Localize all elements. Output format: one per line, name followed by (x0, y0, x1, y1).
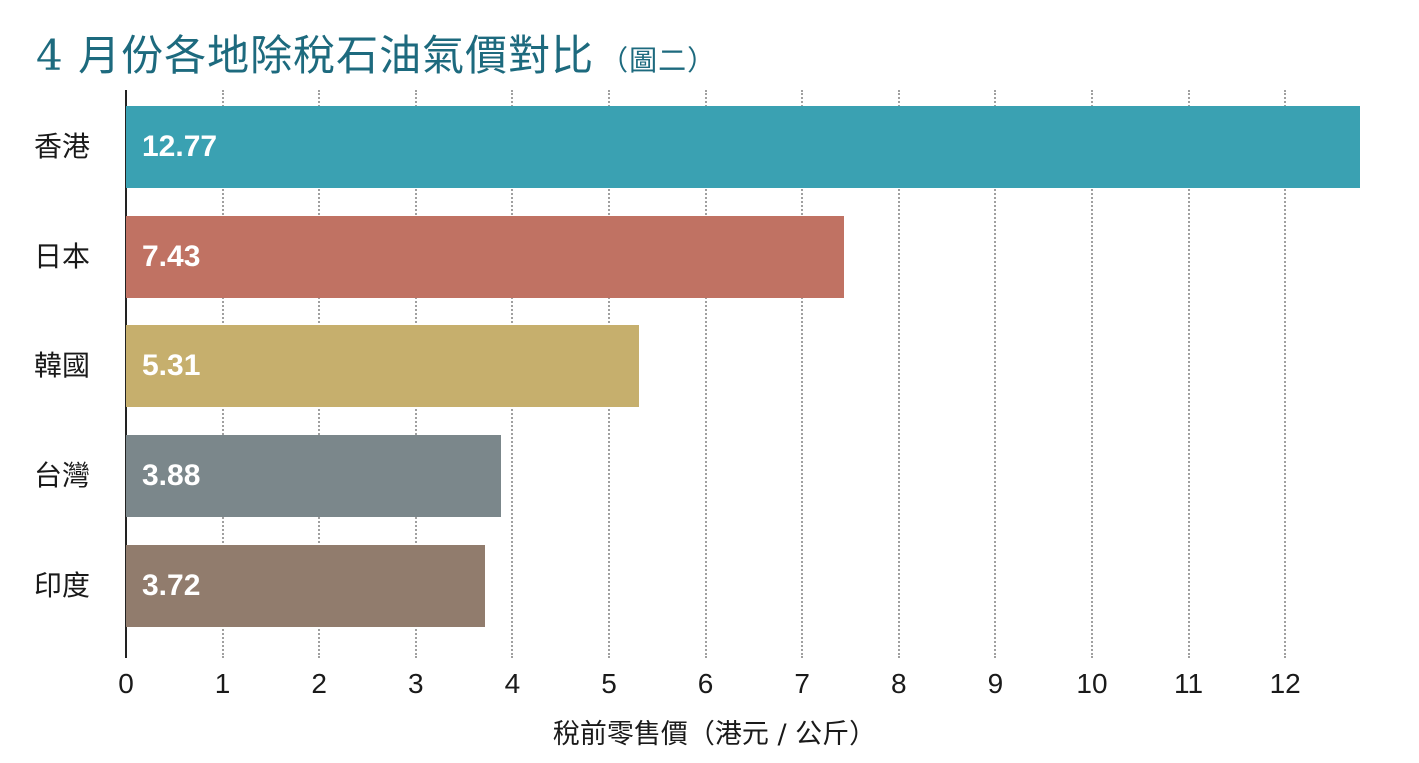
x-tick-label: 10 (1076, 668, 1108, 699)
x-tick-label: 2 (311, 668, 327, 699)
bar-value-label: 3.72 (142, 569, 201, 602)
x-tick-label: 6 (697, 668, 714, 699)
gridline (994, 90, 997, 658)
bar: 5.31 (126, 325, 639, 407)
x-tick-label: 9 (987, 668, 1004, 699)
x-tick-label: 4 (504, 668, 521, 699)
bar-value-label: 7.43 (142, 240, 201, 273)
bar: 3.72 (126, 545, 486, 627)
bar: 12.77 (126, 106, 1360, 188)
gridline (801, 90, 804, 658)
bar-value-label: 5.31 (142, 349, 201, 382)
chart-title-text: 4 月份各地除稅石油氣價對比 (36, 31, 595, 80)
gridline (1284, 90, 1287, 658)
category-label: 台灣 (34, 459, 91, 492)
chart-title: 4 月份各地除稅石油氣價對比 （圖二） (36, 22, 716, 83)
x-tick-label: 5 (601, 668, 617, 699)
x-axis-label: 稅前零售價（港元 / 公斤） (552, 719, 877, 750)
x-tick-label: 0 (118, 668, 134, 699)
x-tick-label: 7 (794, 668, 810, 699)
gridline (1187, 90, 1190, 658)
chart-subtitle: （圖二） (600, 44, 717, 77)
bar: 7.43 (126, 216, 844, 298)
gridline (897, 90, 900, 658)
category-label: 印度 (34, 569, 91, 602)
gridline (704, 90, 707, 658)
bar: 3.88 (126, 435, 501, 517)
category-label: 香港 (34, 130, 91, 163)
bar-value-label: 12.77 (142, 130, 218, 163)
x-tick-label: 3 (408, 668, 424, 699)
gridline (1091, 90, 1093, 658)
x-tick-label: 12 (1269, 668, 1301, 699)
x-tick-label: 11 (1174, 668, 1204, 699)
x-tick-label: 1 (214, 668, 231, 699)
category-label: 日本 (34, 240, 91, 273)
category-label: 韓國 (34, 349, 91, 382)
bar-value-label: 3.88 (142, 459, 201, 492)
x-tick-label: 8 (891, 668, 907, 699)
